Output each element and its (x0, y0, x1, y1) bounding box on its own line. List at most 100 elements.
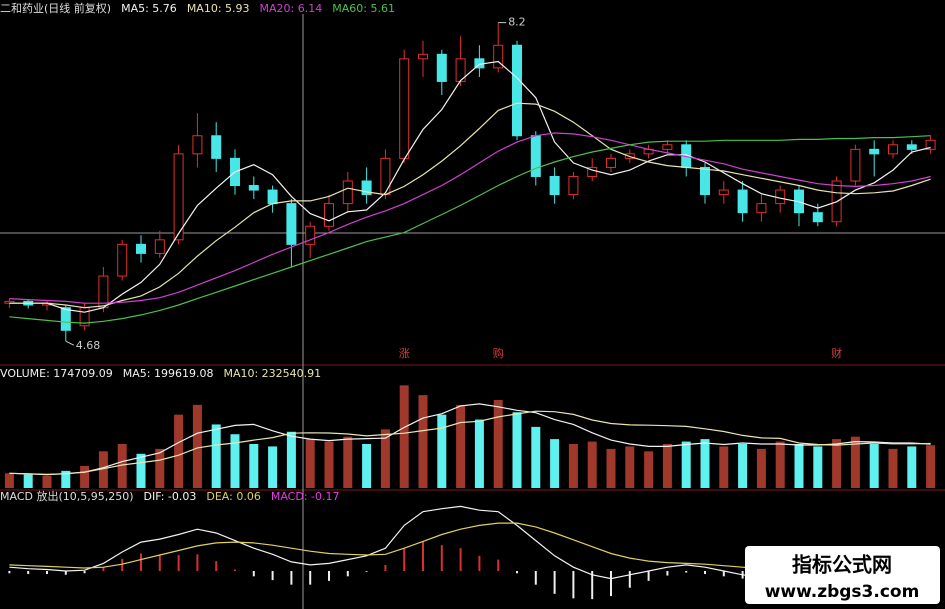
candle-body (606, 157, 616, 168)
watermark-box (745, 546, 940, 604)
volume-bar (343, 436, 353, 488)
volume-bar (681, 441, 691, 488)
candle-body (568, 175, 579, 196)
volume-bar (249, 444, 259, 488)
legend-entry: DIF: -0.03 (144, 490, 197, 503)
volume-bar (155, 448, 165, 488)
legend-entry: MA5: 5.76 (121, 2, 177, 15)
volume-bar (4, 473, 14, 488)
indicator-line (9, 403, 931, 476)
indicator-line (9, 102, 931, 309)
legend-entry: MA60: 5.61 (332, 2, 395, 15)
volume-bar (832, 439, 842, 488)
volume-bar (531, 426, 541, 488)
legend-entry: DEA: 0.06 (206, 490, 260, 503)
volume-bar (850, 436, 860, 488)
event-marker: 购 (493, 346, 504, 360)
volume-bar (606, 448, 616, 488)
volume-bar (888, 448, 898, 488)
high-label: 8.2 (508, 16, 526, 29)
candle-body (418, 53, 428, 60)
volume-bar (662, 444, 672, 488)
candle-body (305, 225, 316, 245)
legend-entry: MA5: 199619.08 (123, 367, 214, 380)
legend-entry: MACD: -0.17 (271, 490, 340, 503)
watermark-title: 指标公式网 (792, 553, 892, 577)
volume-bar (493, 400, 503, 488)
candle-body (117, 243, 128, 277)
volume-bar (268, 446, 278, 488)
candle-body (399, 58, 410, 159)
volume-bar (719, 446, 729, 488)
volume-bar (625, 446, 635, 488)
volume-bar (512, 412, 522, 488)
candle-body (850, 148, 861, 182)
legend-entry: VOLUME: 174709.09 (0, 367, 113, 380)
indicator-line (9, 132, 931, 304)
legend-entry: MACD 放出(10,5,95,250) (0, 489, 134, 503)
candle-body (737, 189, 748, 214)
candle-body (888, 144, 898, 155)
volume-bar (456, 404, 466, 488)
volume-bar (230, 434, 240, 488)
volume-bar (738, 444, 748, 488)
volume-bar (587, 441, 597, 488)
candle-body (700, 166, 710, 196)
volume-bar (775, 441, 785, 488)
indicator-line (9, 410, 931, 475)
volume-bar (324, 441, 334, 488)
volume-bar (380, 429, 390, 488)
volume-bar (286, 431, 296, 488)
candle-body (60, 307, 71, 331)
volume-bar (362, 444, 372, 488)
candle-body (173, 153, 184, 241)
watermark-url: www.zbgs3.com (765, 582, 920, 602)
plot-area: 涨 购 财 8.2 4.68 二和药业(日线 前复权) MA5: 5.76 MA10: 5.9… (0, 1, 936, 600)
candle-body (512, 44, 522, 137)
volume-bar (756, 448, 766, 488)
candle-body (549, 175, 560, 196)
volume-bar (474, 419, 484, 488)
candle-body (530, 135, 541, 177)
candle-body (192, 135, 203, 155)
legend-entry: MA10: 232540.91 (223, 367, 321, 380)
volume-bar (568, 444, 578, 488)
volume-bar (437, 414, 447, 488)
candle-body (154, 239, 165, 254)
volume-bar (42, 475, 52, 488)
volume-bar (869, 444, 879, 488)
volume-bar (61, 470, 71, 488)
volume-bar (192, 404, 202, 488)
volume-bar (211, 424, 221, 488)
volume-bar (926, 445, 936, 488)
candle-body (342, 180, 353, 205)
legend-entry: 二和药业(日线 前复权) (0, 1, 111, 15)
candle-body (906, 144, 917, 150)
volume-bar (813, 446, 823, 488)
candle-body (136, 243, 146, 254)
low-pointer (65, 340, 75, 346)
legend-entry: MA20: 6.14 (260, 2, 323, 15)
low-label: 4.68 (76, 339, 101, 352)
candle-body (286, 203, 297, 245)
volume-bar (399, 385, 409, 488)
candle-body (587, 166, 598, 177)
candle-body (361, 180, 372, 196)
volume-bar (117, 444, 127, 488)
candle-body (248, 185, 259, 191)
indicator-line (9, 135, 931, 324)
candle-body (925, 139, 936, 150)
volume-bar (794, 444, 804, 488)
volume-bar (80, 466, 90, 488)
volume-bar (907, 446, 917, 488)
candle-body (756, 203, 767, 214)
candle-body (380, 157, 391, 196)
candle-body (869, 148, 880, 155)
indicator-line (9, 60, 931, 313)
candle-body (718, 189, 729, 196)
volume-bar (700, 439, 710, 488)
candle-body (267, 189, 278, 205)
legend-entry: MA10: 5.93 (187, 2, 250, 15)
